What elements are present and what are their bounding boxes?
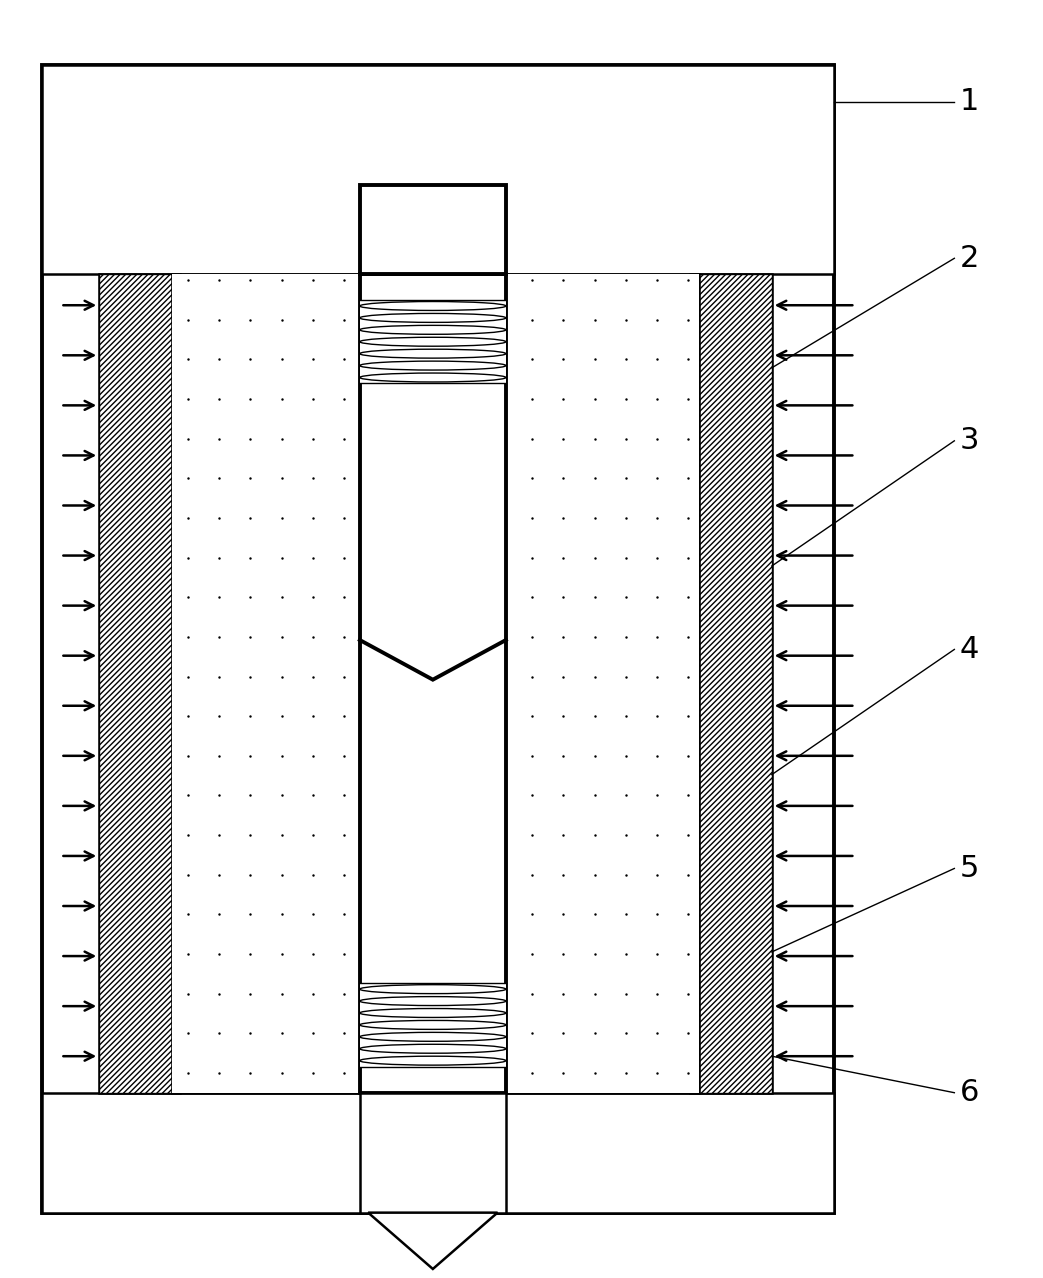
Bar bbox=[42, 65, 834, 1213]
Bar bbox=[172, 273, 699, 1093]
Bar bbox=[360, 273, 506, 1093]
Bar bbox=[42, 65, 834, 273]
Text: 4: 4 bbox=[960, 635, 979, 665]
Text: 6: 6 bbox=[960, 1079, 979, 1107]
Bar bbox=[360, 300, 506, 383]
Polygon shape bbox=[368, 1213, 498, 1269]
Bar bbox=[172, 273, 180, 1093]
Bar bbox=[99, 273, 172, 1093]
Text: 3: 3 bbox=[960, 427, 979, 455]
Text: 5: 5 bbox=[960, 854, 979, 883]
Bar bbox=[690, 273, 699, 1093]
Text: 2: 2 bbox=[960, 244, 979, 272]
Bar bbox=[360, 185, 506, 273]
Bar bbox=[360, 983, 506, 1067]
Bar bbox=[42, 1093, 834, 1213]
Bar bbox=[360, 1093, 506, 1213]
Bar bbox=[699, 273, 772, 1093]
Bar bbox=[99, 273, 772, 1093]
Text: 1: 1 bbox=[960, 87, 979, 116]
